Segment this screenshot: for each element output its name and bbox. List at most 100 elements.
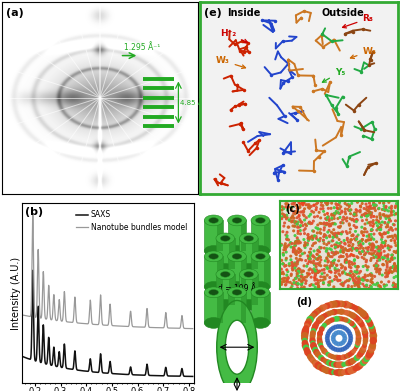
Point xyxy=(381,240,387,246)
Point xyxy=(316,238,323,244)
Point xyxy=(330,231,336,237)
Point xyxy=(324,201,330,208)
Point xyxy=(330,211,337,217)
Circle shape xyxy=(312,345,317,350)
Point xyxy=(340,247,347,253)
Point xyxy=(349,274,356,280)
Point xyxy=(297,249,303,255)
Line: SAXS: SAXS xyxy=(21,270,193,377)
Point xyxy=(299,219,305,226)
Point xyxy=(294,209,301,215)
Point xyxy=(388,203,395,210)
Point xyxy=(292,249,299,255)
Ellipse shape xyxy=(228,215,246,226)
Point xyxy=(301,230,308,237)
Point xyxy=(324,246,330,252)
Point xyxy=(284,212,290,218)
Point xyxy=(359,230,365,236)
Ellipse shape xyxy=(251,251,270,262)
Point xyxy=(325,200,331,206)
Point xyxy=(294,259,300,265)
Circle shape xyxy=(324,368,330,373)
Point xyxy=(393,211,400,217)
Point xyxy=(283,262,289,269)
Point xyxy=(290,247,297,253)
Point xyxy=(352,278,358,284)
Circle shape xyxy=(352,323,355,327)
Point xyxy=(352,280,358,286)
Point xyxy=(347,215,353,222)
Point xyxy=(360,240,366,247)
Circle shape xyxy=(302,335,308,341)
Point xyxy=(394,234,400,240)
Circle shape xyxy=(322,367,328,372)
Point xyxy=(385,251,391,258)
Point xyxy=(364,217,370,223)
Point xyxy=(354,208,361,214)
Point xyxy=(336,199,343,206)
Point xyxy=(346,242,353,249)
Point xyxy=(340,214,347,220)
Point xyxy=(300,277,306,283)
Point xyxy=(347,211,354,217)
Point xyxy=(382,243,388,249)
Point xyxy=(326,239,332,245)
Point xyxy=(317,226,324,232)
Point xyxy=(303,215,310,221)
Point xyxy=(340,249,346,255)
Point xyxy=(368,245,375,251)
Circle shape xyxy=(343,346,347,350)
Point xyxy=(348,269,354,275)
Point xyxy=(347,246,354,252)
Point xyxy=(342,246,348,252)
Point xyxy=(350,252,356,258)
Point xyxy=(286,217,292,223)
Circle shape xyxy=(321,315,325,319)
Point xyxy=(348,268,354,274)
Point xyxy=(348,233,355,239)
Point xyxy=(295,230,301,237)
Point xyxy=(291,200,297,206)
Point xyxy=(314,251,320,257)
Point xyxy=(299,268,306,274)
Point xyxy=(329,249,335,256)
Point xyxy=(360,245,366,251)
Point xyxy=(290,213,296,219)
Point xyxy=(383,258,390,264)
Point xyxy=(366,205,373,212)
Point xyxy=(321,240,327,247)
Point xyxy=(332,210,338,216)
Point xyxy=(384,272,390,278)
Point xyxy=(392,240,398,246)
Circle shape xyxy=(369,326,375,331)
Circle shape xyxy=(342,362,346,366)
Point xyxy=(383,215,389,222)
Polygon shape xyxy=(251,256,270,287)
Point xyxy=(376,269,383,275)
Circle shape xyxy=(361,325,365,328)
Point xyxy=(384,213,390,219)
Point xyxy=(297,227,304,233)
Point xyxy=(326,279,332,285)
Point xyxy=(312,269,318,275)
Point xyxy=(385,245,391,251)
Point xyxy=(292,219,298,225)
Point xyxy=(298,257,305,263)
Circle shape xyxy=(339,309,344,314)
Point xyxy=(301,237,307,243)
Point xyxy=(356,250,363,256)
Point xyxy=(333,242,339,248)
Point xyxy=(385,242,391,249)
Point xyxy=(304,240,311,247)
Point xyxy=(283,216,290,222)
Point xyxy=(298,282,305,288)
Point xyxy=(357,242,364,248)
Point xyxy=(365,237,371,243)
Point xyxy=(326,240,332,246)
Point xyxy=(392,264,399,271)
Point xyxy=(336,271,342,277)
Ellipse shape xyxy=(228,317,246,328)
Point xyxy=(334,231,340,237)
Point xyxy=(306,220,312,226)
Point xyxy=(320,208,327,214)
